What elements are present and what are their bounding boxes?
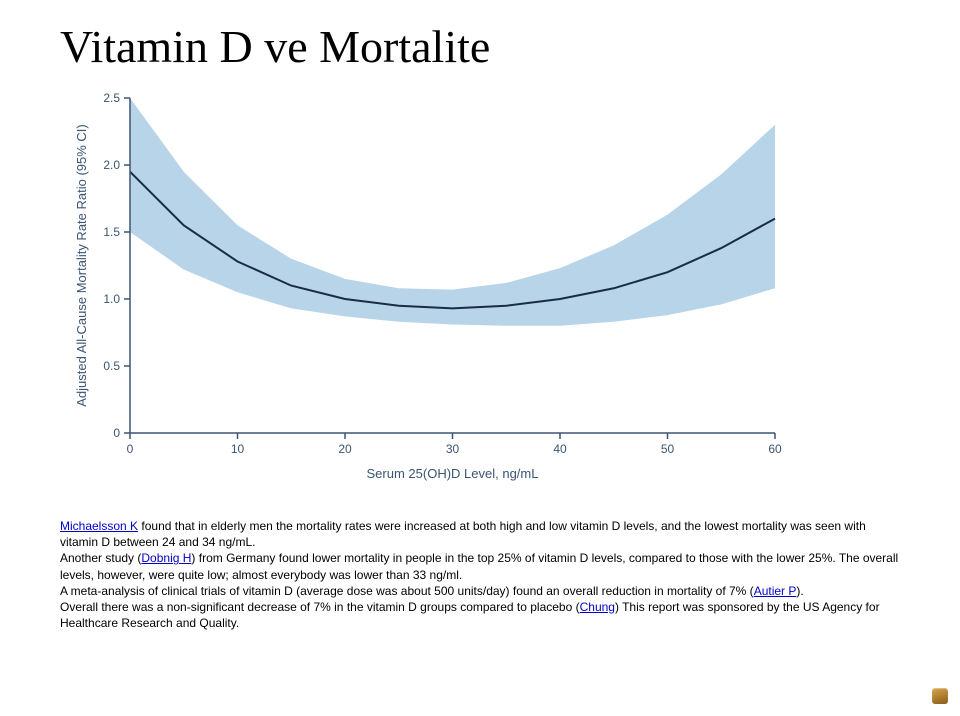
text-s3-post: ). <box>796 584 803 598</box>
svg-text:60: 60 <box>768 442 782 456</box>
svg-text:Serum 25(OH)D Level, ng/mL: Serum 25(OH)D Level, ng/mL <box>367 466 539 481</box>
link-chung[interactable]: Chung <box>580 600 615 614</box>
link-michaelsson[interactable]: Michaelsson K <box>60 519 138 533</box>
svg-text:0: 0 <box>127 442 134 456</box>
svg-text:0: 0 <box>113 426 120 440</box>
svg-text:1.5: 1.5 <box>103 225 120 239</box>
svg-text:10: 10 <box>231 442 245 456</box>
chart-svg: 0 0.5 1.0 1.5 2.0 2.5 0 10 20 30 40 50 60 Serum 25(OH… <box>70 88 790 488</box>
corner-decoration-icon <box>932 688 948 704</box>
svg-text:20: 20 <box>338 442 352 456</box>
text-s2-pre: Another study ( <box>60 551 141 565</box>
svg-text:2.0: 2.0 <box>103 158 120 172</box>
svg-text:0.5: 0.5 <box>103 359 120 373</box>
page-title: Vitamin D ve Mortalite <box>60 20 920 73</box>
body-paragraph: Michaelsson K found that in elderly men … <box>60 518 920 631</box>
mortality-chart: 0 0.5 1.0 1.5 2.0 2.5 0 10 20 30 40 50 60 Serum 25(OH… <box>70 88 790 488</box>
svg-text:40: 40 <box>553 442 567 456</box>
link-autier[interactable]: Autier P <box>754 584 797 598</box>
text-s4-pre: Overall there was a non-significant decr… <box>60 600 580 614</box>
text-s1: found that in elderly men the mortality … <box>60 519 866 549</box>
link-dobnig[interactable]: Dobnig H <box>141 551 191 565</box>
svg-text:Adjusted All-Cause Mortality R: Adjusted All-Cause Mortality Rate Ratio … <box>74 124 89 407</box>
svg-text:30: 30 <box>446 442 460 456</box>
svg-text:50: 50 <box>661 442 675 456</box>
svg-text:2.5: 2.5 <box>103 91 120 105</box>
text-s3-pre: A meta-analysis of clinical trials of vi… <box>60 584 754 598</box>
svg-text:1.0: 1.0 <box>103 292 120 306</box>
